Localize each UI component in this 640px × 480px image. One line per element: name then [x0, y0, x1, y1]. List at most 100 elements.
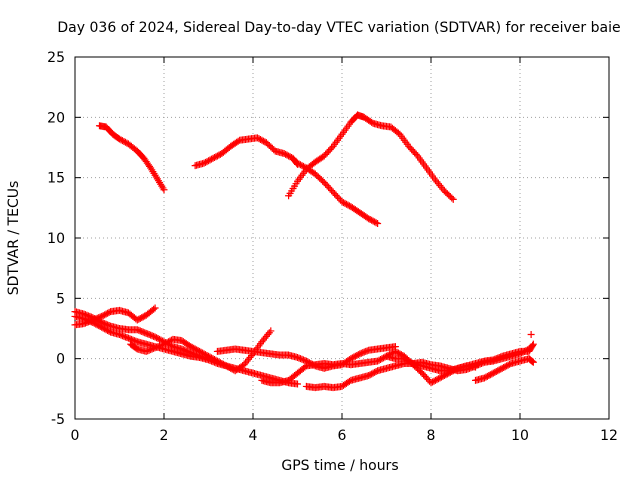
data-point [203, 158, 211, 166]
data-point [319, 177, 327, 185]
data-point [120, 137, 128, 145]
data-point [117, 136, 125, 144]
data-point [503, 362, 511, 370]
data-point [133, 326, 141, 334]
data-point [492, 355, 500, 363]
series-arc-n [527, 331, 535, 339]
data-point [130, 337, 138, 345]
data-point [428, 378, 436, 386]
grid [75, 57, 609, 419]
data-point [210, 154, 218, 162]
data-point [354, 351, 362, 359]
data-point [150, 344, 158, 352]
data-point [156, 335, 164, 343]
data-point [296, 161, 304, 169]
data-point [391, 347, 399, 355]
data-point [449, 195, 457, 203]
data-point [371, 218, 379, 226]
data-point [408, 359, 416, 367]
data-point [102, 320, 110, 328]
data-point [145, 346, 153, 354]
data-point [375, 356, 383, 364]
data-point [126, 335, 134, 343]
data-point [124, 334, 132, 342]
data-point [206, 156, 214, 164]
y-tick-label: -5 [51, 412, 65, 428]
series-arc-a [95, 122, 168, 194]
data-point [339, 199, 347, 207]
data-point [132, 337, 140, 345]
data-point [495, 353, 503, 361]
data-point [529, 340, 537, 348]
data-point [491, 368, 499, 376]
data-point [347, 355, 355, 363]
data-point [286, 153, 294, 161]
data-point [120, 332, 128, 340]
data-point [144, 347, 152, 355]
data-point [92, 315, 100, 323]
data-point [135, 315, 143, 323]
data-point [528, 357, 536, 365]
data-point [326, 146, 334, 154]
data-point [280, 150, 288, 158]
x-axis-label: GPS time / hours [281, 458, 398, 474]
data-point [141, 329, 149, 337]
data-point [497, 365, 505, 373]
series-arc-m [472, 355, 537, 384]
data-point [151, 333, 159, 341]
data-point [105, 321, 113, 329]
data-point [492, 368, 500, 376]
data-point [320, 178, 328, 186]
data-point [136, 314, 144, 322]
data-point [408, 146, 416, 154]
data-point [285, 152, 293, 160]
data-point [434, 375, 442, 383]
data-point [156, 342, 164, 350]
data-point [393, 348, 401, 356]
data-point [328, 144, 336, 152]
data-point [437, 373, 445, 381]
data-point [322, 150, 330, 158]
x-tick-label: 8 [427, 428, 436, 444]
data-point [423, 374, 431, 382]
data-point [209, 154, 217, 162]
data-point [294, 353, 301, 361]
data-point [166, 337, 174, 345]
data-point [332, 191, 340, 199]
data-point [142, 329, 150, 337]
data-point [294, 159, 301, 167]
data-point [147, 346, 155, 354]
data-point [322, 180, 330, 188]
data-point [139, 328, 147, 336]
y-tick-label: 20 [47, 110, 65, 126]
data-point [86, 312, 94, 320]
data-point [402, 355, 410, 363]
data-point [160, 186, 168, 194]
data-point [494, 354, 502, 362]
data-point [212, 153, 220, 161]
data-point [199, 349, 207, 357]
data-point [95, 317, 103, 325]
data-point [206, 353, 214, 361]
data-point [368, 118, 376, 126]
data-point [267, 327, 275, 335]
data-point [148, 332, 156, 340]
series-arc-d [285, 111, 457, 203]
data-point [116, 331, 123, 339]
data-point [81, 311, 89, 319]
data-point [98, 318, 106, 326]
data-point [153, 343, 161, 351]
data-point [200, 159, 208, 167]
data-point [360, 348, 368, 356]
data-point [295, 354, 303, 362]
data-point [400, 355, 408, 363]
data-point [185, 348, 193, 356]
data-point [253, 134, 261, 142]
data-point [351, 352, 359, 360]
data-point [494, 367, 502, 375]
data-point [258, 136, 266, 144]
data-point [298, 162, 306, 170]
data-point [359, 349, 367, 357]
data-point [163, 339, 171, 347]
